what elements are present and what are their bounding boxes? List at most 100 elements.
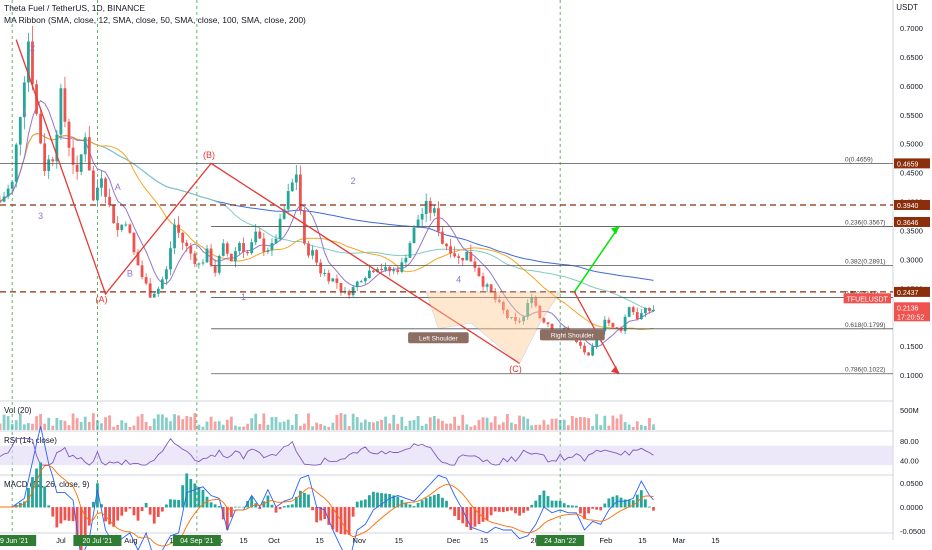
- volume-bar: [6, 416, 10, 430]
- candle-body: [213, 265, 217, 273]
- volume-bar: [558, 419, 562, 430]
- candle-body: [262, 238, 266, 252]
- macd-histogram-bar: [587, 507, 590, 514]
- macd-histogram-bar: [39, 462, 42, 508]
- candle-body: [258, 231, 262, 239]
- macd-histogram-bar: [246, 501, 250, 508]
- macd-histogram-bar: [526, 507, 530, 511]
- x-tick-label: Aug: [124, 536, 137, 545]
- candle-body: [209, 248, 213, 266]
- candle-body: [607, 319, 611, 324]
- candle-body: [631, 307, 635, 313]
- candle-body: [457, 256, 461, 258]
- candle-body: [416, 219, 420, 228]
- bullish-projection-arrow: [573, 226, 620, 293]
- macd-histogram-bar: [546, 496, 550, 508]
- macd-histogram-bar: [177, 499, 180, 508]
- volume-bar: [607, 425, 611, 430]
- macd-histogram-bar: [518, 507, 521, 516]
- volume-bar: [319, 423, 323, 430]
- macd-histogram-bar: [201, 489, 205, 508]
- macd-histogram-bar: [104, 507, 107, 522]
- macd-histogram-bar: [71, 507, 75, 522]
- volume-bar: [465, 424, 469, 430]
- volume-bar: [112, 426, 116, 430]
- volume-bar: [104, 417, 107, 430]
- candle-body: [623, 316, 627, 332]
- candle-body: [238, 243, 241, 252]
- volume-bar: [497, 424, 501, 430]
- macd-histogram-bar: [128, 507, 132, 509]
- macd-histogram-bar: [631, 500, 635, 508]
- macd-histogram-bar: [87, 507, 91, 526]
- volume-bar: [436, 418, 440, 430]
- macd-histogram-bar: [550, 500, 554, 508]
- candle-body: [627, 307, 631, 317]
- volume-bar: [270, 417, 274, 430]
- volume-bar: [591, 426, 595, 430]
- candle-body: [27, 41, 30, 83]
- macd-histogram-bar: [250, 496, 254, 508]
- volume-bar: [615, 418, 619, 430]
- macd-histogram-bar: [270, 504, 274, 508]
- macd-histogram-bar: [428, 496, 432, 508]
- volume-bar: [579, 416, 582, 430]
- macd-histogram-bar: [542, 490, 546, 508]
- shoulder-label-bg: [408, 332, 469, 344]
- macd-histogram-bar: [627, 499, 631, 508]
- macd-histogram-bar: [217, 506, 221, 508]
- macd-histogram-bar: [294, 496, 298, 508]
- candle-body: [43, 143, 47, 171]
- volume-bar: [298, 425, 302, 430]
- macd-histogram-bar: [453, 507, 457, 516]
- candle-body: [510, 317, 513, 319]
- wave-label: (B): [203, 150, 215, 160]
- y-tick-label: 0.4500: [900, 169, 923, 178]
- candle-body: [339, 283, 343, 292]
- macd-histogram-bar: [489, 507, 493, 516]
- candle-body: [388, 267, 392, 272]
- volume-bar: [534, 424, 538, 430]
- macd-histogram-bar: [461, 507, 465, 524]
- volume-bar: [165, 417, 168, 430]
- volume-bar: [542, 420, 546, 430]
- macd-histogram-bar: [156, 507, 160, 517]
- volume-bar: [461, 414, 465, 430]
- shoulder-label: Left Shoulder: [419, 335, 459, 342]
- candle-body: [189, 246, 193, 254]
- volume-bar: [63, 420, 67, 430]
- price-badge-bg: [894, 216, 930, 227]
- candle-body: [469, 251, 473, 262]
- volume-bar: [587, 418, 590, 430]
- volume-bar: [652, 424, 655, 430]
- date-badge: 20 Jul '21: [83, 538, 113, 545]
- macd-histogram-bar: [331, 507, 335, 530]
- macd-histogram-bar: [643, 499, 647, 508]
- x-tick-label: Dec: [447, 536, 461, 545]
- currency-label: USDT: [896, 3, 918, 12]
- volume-bar: [611, 415, 615, 430]
- wave-label: B: [127, 269, 133, 279]
- candle-body: [351, 287, 355, 296]
- volume-bar: [485, 417, 489, 430]
- volume-bar: [128, 426, 132, 430]
- volume-bar: [546, 424, 550, 430]
- macd-histogram-bar: [635, 494, 639, 508]
- macd-histogram-bar: [258, 507, 262, 510]
- volume-bar: [501, 422, 505, 430]
- candle-body: [473, 261, 477, 268]
- shoulder-label: Right Shoulder: [551, 332, 595, 339]
- volume-bar: [400, 416, 404, 430]
- candle-body: [177, 224, 180, 233]
- macd-histogram-bar: [27, 487, 30, 508]
- candle-body: [217, 255, 221, 273]
- volume-bar: [205, 421, 209, 430]
- candle-body: [489, 284, 493, 293]
- volume-bar: [335, 414, 339, 430]
- macd-histogram-bar: [412, 506, 416, 508]
- macd-histogram-bar: [229, 507, 233, 518]
- candle-body: [327, 272, 331, 282]
- symbol-badge: TFUELUSDT: [847, 296, 889, 303]
- candle-body: [648, 307, 651, 311]
